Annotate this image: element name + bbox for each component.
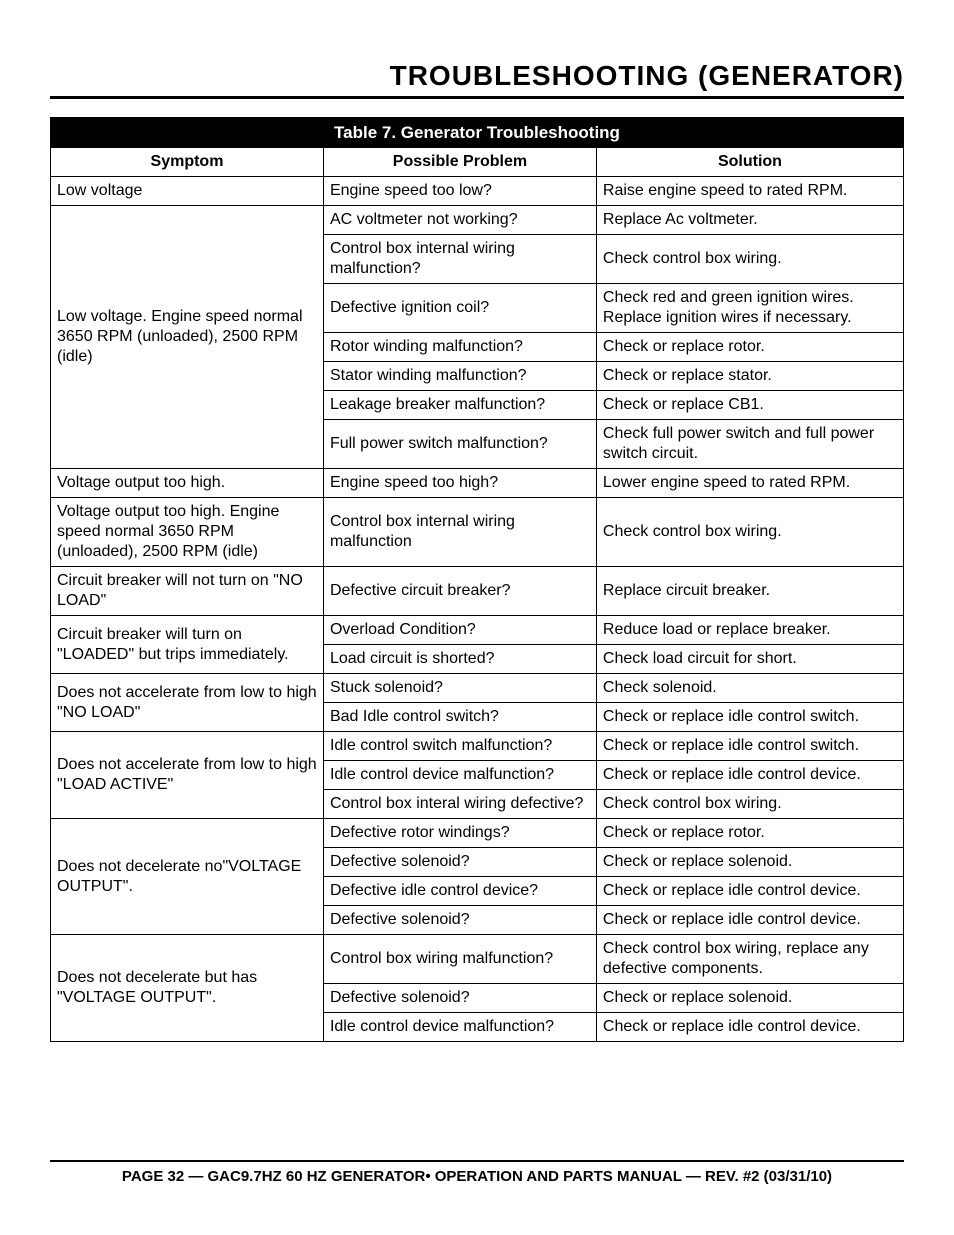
solution-cell: Check control box wiring.: [596, 498, 903, 567]
solution-cell: Check or replace solenoid.: [596, 848, 903, 877]
solution-cell: Check load circuit for short.: [596, 645, 903, 674]
solution-cell: Lower engine speed to rated RPM.: [596, 469, 903, 498]
column-header: Symptom: [51, 148, 324, 177]
symptom-cell: Voltage output too high. Engine speed no…: [51, 498, 324, 567]
symptom-cell: Does not accelerate from low to high "NO…: [51, 674, 324, 732]
problem-cell: Defective solenoid?: [323, 984, 596, 1013]
solution-cell: Check or replace idle control device.: [596, 1013, 903, 1042]
symptom-cell: Low voltage: [51, 177, 324, 206]
problem-cell: Engine speed too high?: [323, 469, 596, 498]
problem-cell: AC voltmeter not working?: [323, 206, 596, 235]
solution-cell: Check or replace idle control device.: [596, 906, 903, 935]
solution-cell: Reduce load or replace breaker.: [596, 616, 903, 645]
title-rule: [50, 96, 904, 99]
solution-cell: Check control box wiring.: [596, 235, 903, 284]
page-title: TROUBLESHOOTING (GENERATOR): [50, 60, 904, 92]
symptom-cell: Circuit breaker will not turn on "NO LOA…: [51, 567, 324, 616]
table-row: Circuit breaker will not turn on "NO LOA…: [51, 567, 904, 616]
table-row: Does not decelerate no"VOLTAGE OUTPUT".D…: [51, 819, 904, 848]
solution-cell: Replace Ac voltmeter.: [596, 206, 903, 235]
solution-cell: Check or replace CB1.: [596, 391, 903, 420]
troubleshooting-table: Table 7. Generator TroubleshootingSympto…: [50, 117, 904, 1042]
solution-cell: Check full power switch and full power s…: [596, 420, 903, 469]
symptom-cell: Does not decelerate no"VOLTAGE OUTPUT".: [51, 819, 324, 935]
table-row: Does not decelerate but has "VOLTAGE OUT…: [51, 935, 904, 984]
problem-cell: Defective solenoid?: [323, 848, 596, 877]
table-row: Low voltageEngine speed too low?Raise en…: [51, 177, 904, 206]
solution-cell: Check or replace rotor.: [596, 333, 903, 362]
footer-text: PAGE 32 — GAC9.7HZ 60 HZ GENERATOR• OPER…: [50, 1168, 904, 1185]
symptom-cell: Does not accelerate from low to high "LO…: [51, 732, 324, 819]
symptom-cell: Voltage output too high.: [51, 469, 324, 498]
solution-cell: Check control box wiring, replace any de…: [596, 935, 903, 984]
problem-cell: Full power switch malfunction?: [323, 420, 596, 469]
problem-cell: Control box interal wiring defective?: [323, 790, 596, 819]
problem-cell: Defective solenoid?: [323, 906, 596, 935]
problem-cell: Control box internal wiring malfunction?: [323, 235, 596, 284]
problem-cell: Control box wiring malfunction?: [323, 935, 596, 984]
symptom-cell: Low voltage. Engine speed normal 3650 RP…: [51, 206, 324, 469]
problem-cell: Engine speed too low?: [323, 177, 596, 206]
problem-cell: Load circuit is shorted?: [323, 645, 596, 674]
problem-cell: Rotor winding malfunction?: [323, 333, 596, 362]
solution-cell: Replace circuit breaker.: [596, 567, 903, 616]
solution-cell: Check control box wiring.: [596, 790, 903, 819]
table-title: Table 7. Generator Troubleshooting: [51, 118, 904, 148]
problem-cell: Defective ignition coil?: [323, 284, 596, 333]
problem-cell: Leakage breaker malfunction?: [323, 391, 596, 420]
solution-cell: Check or replace idle control device.: [596, 877, 903, 906]
table-row: Voltage output too high.Engine speed too…: [51, 469, 904, 498]
problem-cell: Idle control switch malfunction?: [323, 732, 596, 761]
solution-cell: Check or replace idle control switch.: [596, 732, 903, 761]
problem-cell: Control box internal wiring malfunction: [323, 498, 596, 567]
symptom-cell: Does not decelerate but has "VOLTAGE OUT…: [51, 935, 324, 1042]
problem-cell: Overload Condition?: [323, 616, 596, 645]
solution-cell: Check solenoid.: [596, 674, 903, 703]
solution-cell: Check or replace stator.: [596, 362, 903, 391]
problem-cell: Defective idle control device?: [323, 877, 596, 906]
problem-cell: Idle control device malfunction?: [323, 761, 596, 790]
problem-cell: Stuck solenoid?: [323, 674, 596, 703]
solution-cell: Check or replace idle control device.: [596, 761, 903, 790]
solution-cell: Check or replace solenoid.: [596, 984, 903, 1013]
footer-rule: [50, 1160, 904, 1162]
page-footer: PAGE 32 — GAC9.7HZ 60 HZ GENERATOR• OPER…: [50, 1160, 904, 1185]
problem-cell: Idle control device malfunction?: [323, 1013, 596, 1042]
table-row: Does not accelerate from low to high "LO…: [51, 732, 904, 761]
symptom-cell: Circuit breaker will turn on "LOADED" bu…: [51, 616, 324, 674]
table-row: Voltage output too high. Engine speed no…: [51, 498, 904, 567]
page: TROUBLESHOOTING (GENERATOR) Table 7. Gen…: [0, 0, 954, 1235]
table-row: Low voltage. Engine speed normal 3650 RP…: [51, 206, 904, 235]
problem-cell: Stator winding malfunction?: [323, 362, 596, 391]
table-row: Does not accelerate from low to high "NO…: [51, 674, 904, 703]
column-header: Solution: [596, 148, 903, 177]
problem-cell: Bad Idle control switch?: [323, 703, 596, 732]
solution-cell: Check or replace rotor.: [596, 819, 903, 848]
solution-cell: Check red and green ignition wires. Repl…: [596, 284, 903, 333]
solution-cell: Raise engine speed to rated RPM.: [596, 177, 903, 206]
solution-cell: Check or replace idle control switch.: [596, 703, 903, 732]
problem-cell: Defective circuit breaker?: [323, 567, 596, 616]
column-header: Possible Problem: [323, 148, 596, 177]
problem-cell: Defective rotor windings?: [323, 819, 596, 848]
table-row: Circuit breaker will turn on "LOADED" bu…: [51, 616, 904, 645]
